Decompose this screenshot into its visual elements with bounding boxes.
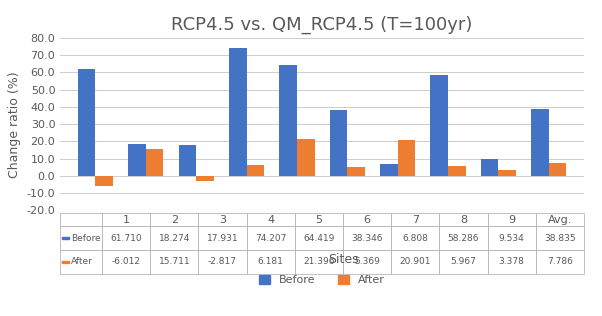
Bar [60, 226, 102, 250]
Bar [196, 176, 214, 181]
Bar [536, 226, 584, 250]
Text: 61.710: 61.710 [110, 234, 142, 243]
Text: 21.396: 21.396 [303, 257, 335, 266]
Text: 7.786: 7.786 [547, 257, 573, 266]
Bar [295, 250, 343, 274]
Text: 20.901: 20.901 [400, 257, 431, 266]
Bar [343, 213, 391, 226]
Text: 3: 3 [219, 215, 226, 225]
Bar [247, 250, 295, 274]
Text: 5.369: 5.369 [354, 257, 380, 266]
Bar [247, 213, 295, 226]
Bar [391, 226, 439, 250]
Bar [488, 250, 536, 274]
Text: 4: 4 [267, 215, 275, 225]
Bar [347, 167, 365, 176]
Bar [439, 226, 488, 250]
Bar [102, 250, 150, 274]
Bar [247, 226, 295, 250]
Text: 6.808: 6.808 [402, 234, 428, 243]
Y-axis label: Change ratio (%): Change ratio (%) [8, 71, 21, 178]
Bar [102, 213, 150, 226]
Text: Before: Before [71, 234, 101, 243]
Text: 74.207: 74.207 [255, 234, 287, 243]
Bar [330, 110, 347, 176]
Text: 18.274: 18.274 [159, 234, 190, 243]
Bar [247, 165, 264, 176]
Bar [481, 160, 498, 176]
Bar [430, 76, 448, 176]
Text: 38.346: 38.346 [352, 234, 383, 243]
Text: 3.378: 3.378 [498, 257, 524, 266]
Text: 2: 2 [171, 215, 178, 225]
Text: 5.967: 5.967 [450, 257, 476, 266]
Bar [128, 144, 146, 176]
Text: -6.012: -6.012 [112, 257, 141, 266]
Bar [343, 226, 391, 250]
Text: 7: 7 [412, 215, 419, 225]
Text: 1: 1 [123, 215, 129, 225]
Bar [531, 109, 548, 176]
Text: 6.181: 6.181 [258, 257, 284, 266]
Text: 58.286: 58.286 [448, 234, 479, 243]
Bar [343, 250, 391, 274]
Bar [295, 213, 343, 226]
Bar [397, 140, 415, 176]
Bar [146, 149, 163, 176]
Bar [488, 213, 536, 226]
Bar [380, 164, 397, 176]
Bar [179, 145, 196, 176]
Text: 8: 8 [460, 215, 467, 225]
Bar [295, 226, 343, 250]
Bar [548, 162, 566, 176]
Text: 15.711: 15.711 [158, 257, 190, 266]
Bar [536, 213, 584, 226]
Bar [391, 250, 439, 274]
Bar [199, 250, 247, 274]
Bar [279, 65, 297, 176]
Text: 17.931: 17.931 [206, 234, 238, 243]
Text: After: After [71, 257, 93, 266]
Bar [536, 250, 584, 274]
Bar [102, 226, 150, 250]
Bar [229, 48, 247, 176]
Bar [78, 70, 96, 176]
Bar [439, 250, 488, 274]
Bar [488, 226, 536, 250]
Title: RCP4.5 vs. QM_RCP4.5 (T=100yr): RCP4.5 vs. QM_RCP4.5 (T=100yr) [172, 15, 473, 34]
Bar [448, 166, 465, 176]
Bar [150, 226, 199, 250]
Text: Avg.: Avg. [548, 215, 572, 225]
Text: -2.817: -2.817 [208, 257, 237, 266]
Bar [439, 213, 488, 226]
Text: 9: 9 [508, 215, 515, 225]
Bar [62, 237, 69, 239]
Bar [498, 170, 516, 176]
Text: 5: 5 [315, 215, 323, 225]
Text: Sites: Sites [327, 253, 358, 266]
Text: 38.835: 38.835 [544, 234, 576, 243]
Bar [60, 213, 102, 226]
Bar [96, 176, 113, 186]
Text: 64.419: 64.419 [303, 234, 335, 243]
Bar [391, 213, 439, 226]
Text: 6: 6 [364, 215, 371, 225]
Bar [199, 226, 247, 250]
Bar [150, 213, 199, 226]
Text: 9.534: 9.534 [499, 234, 524, 243]
Bar [297, 139, 314, 176]
Legend: Before, After: Before, After [257, 272, 387, 287]
Bar [60, 250, 102, 274]
Bar [62, 261, 69, 263]
Bar [150, 250, 199, 274]
Bar [199, 213, 247, 226]
